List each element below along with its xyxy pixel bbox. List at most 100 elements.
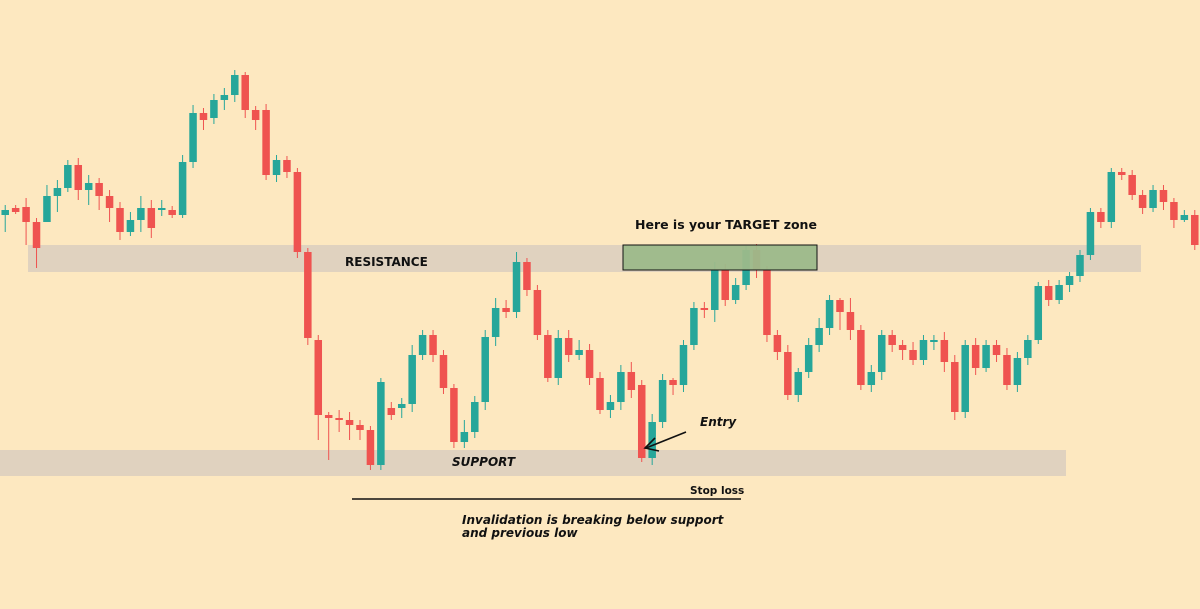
candle-body bbox=[857, 330, 865, 385]
candle-body bbox=[189, 113, 197, 162]
candle-body bbox=[53, 188, 62, 196]
candle-body bbox=[658, 380, 667, 422]
candle-body bbox=[700, 308, 709, 310]
candle-body bbox=[387, 408, 396, 415]
candle-body bbox=[408, 355, 416, 404]
candle-body bbox=[1117, 172, 1126, 175]
candle-body bbox=[637, 385, 646, 458]
candle-body bbox=[147, 208, 156, 228]
candle-body bbox=[22, 207, 30, 222]
candle-body bbox=[940, 340, 949, 362]
candle-body bbox=[335, 418, 343, 420]
candle-body bbox=[126, 220, 135, 232]
candle-body bbox=[982, 345, 990, 368]
candle-body bbox=[157, 208, 166, 210]
candle-body bbox=[11, 208, 20, 212]
candle-body bbox=[241, 75, 249, 110]
candle-body bbox=[971, 345, 980, 368]
candle-body bbox=[877, 335, 886, 372]
candle-body bbox=[502, 308, 510, 312]
candle-body bbox=[345, 420, 354, 425]
entry-label: Entry bbox=[700, 415, 737, 429]
candle-body bbox=[471, 402, 479, 432]
candle-body bbox=[1128, 175, 1136, 195]
candle-body bbox=[450, 388, 458, 442]
candle-body bbox=[784, 352, 792, 395]
invalidation-line-2: and previous low bbox=[462, 526, 578, 540]
candle-body bbox=[1, 210, 9, 215]
candle-body bbox=[1076, 255, 1084, 276]
candle-body bbox=[951, 362, 959, 412]
candle-body bbox=[439, 355, 448, 388]
candle-body bbox=[554, 338, 563, 378]
candle-body bbox=[804, 345, 813, 372]
resistance-zone bbox=[28, 245, 1141, 272]
candle-body bbox=[1138, 195, 1147, 208]
candle-body bbox=[105, 196, 114, 208]
candle-body bbox=[846, 312, 855, 330]
target-zone bbox=[622, 244, 818, 271]
candle-body bbox=[867, 372, 876, 385]
candle-body bbox=[575, 350, 583, 355]
candle-body bbox=[460, 432, 469, 442]
candle-body bbox=[596, 378, 604, 410]
candle-body bbox=[1086, 212, 1095, 255]
candle-body bbox=[992, 345, 1001, 355]
candle-body bbox=[1107, 172, 1116, 222]
candle-body bbox=[199, 113, 208, 120]
candle-body bbox=[64, 165, 72, 188]
candle-body bbox=[481, 337, 489, 402]
candle-body bbox=[690, 308, 698, 345]
candle-body bbox=[178, 162, 187, 215]
candle-body bbox=[564, 338, 573, 355]
candle-body bbox=[95, 183, 103, 196]
candle-body bbox=[544, 335, 552, 378]
candle-body bbox=[888, 335, 896, 345]
candle-body bbox=[930, 340, 938, 342]
candle-body bbox=[1013, 358, 1022, 385]
resistance-label: RESISTANCE bbox=[345, 255, 428, 269]
candle-body bbox=[773, 335, 782, 352]
candle-body bbox=[377, 382, 385, 465]
candle-body bbox=[116, 208, 124, 232]
candle-body bbox=[909, 350, 917, 360]
candle-body bbox=[1065, 276, 1074, 285]
candle-body bbox=[533, 290, 542, 335]
candle-body bbox=[74, 165, 83, 190]
candle-body bbox=[283, 160, 291, 172]
candle-body bbox=[731, 285, 740, 300]
candle-body bbox=[356, 425, 364, 430]
candle-body bbox=[815, 328, 823, 345]
candle-body bbox=[491, 308, 500, 337]
candle-body bbox=[617, 372, 625, 402]
candle-body bbox=[1044, 286, 1053, 300]
candle-body bbox=[43, 196, 51, 222]
candle-body bbox=[418, 335, 427, 355]
candle-body bbox=[231, 75, 239, 95]
candle-body bbox=[585, 350, 594, 378]
candle-body bbox=[512, 262, 521, 312]
candle-body bbox=[523, 262, 531, 290]
candle-body bbox=[1159, 190, 1168, 202]
candle-body bbox=[1180, 215, 1189, 220]
candle-body bbox=[721, 270, 729, 300]
entry-arrow bbox=[643, 431, 687, 452]
candle-body bbox=[825, 300, 834, 328]
candle-body bbox=[1149, 190, 1157, 208]
candle-body bbox=[1191, 215, 1199, 245]
candle-body bbox=[794, 372, 803, 395]
support-zone bbox=[0, 450, 1066, 476]
candle-body bbox=[898, 345, 907, 350]
candle-body bbox=[679, 345, 688, 385]
candle-body bbox=[168, 210, 176, 215]
candle-body bbox=[262, 110, 270, 175]
candle-body bbox=[272, 160, 281, 175]
candle-body bbox=[1170, 202, 1178, 220]
candle-body bbox=[32, 222, 41, 248]
candle-body bbox=[1024, 340, 1032, 358]
candle-body bbox=[251, 110, 260, 120]
candle-body bbox=[429, 335, 437, 355]
target-zone-label: Here is your TARGET zone bbox=[635, 217, 817, 232]
candle-body bbox=[1055, 285, 1063, 300]
